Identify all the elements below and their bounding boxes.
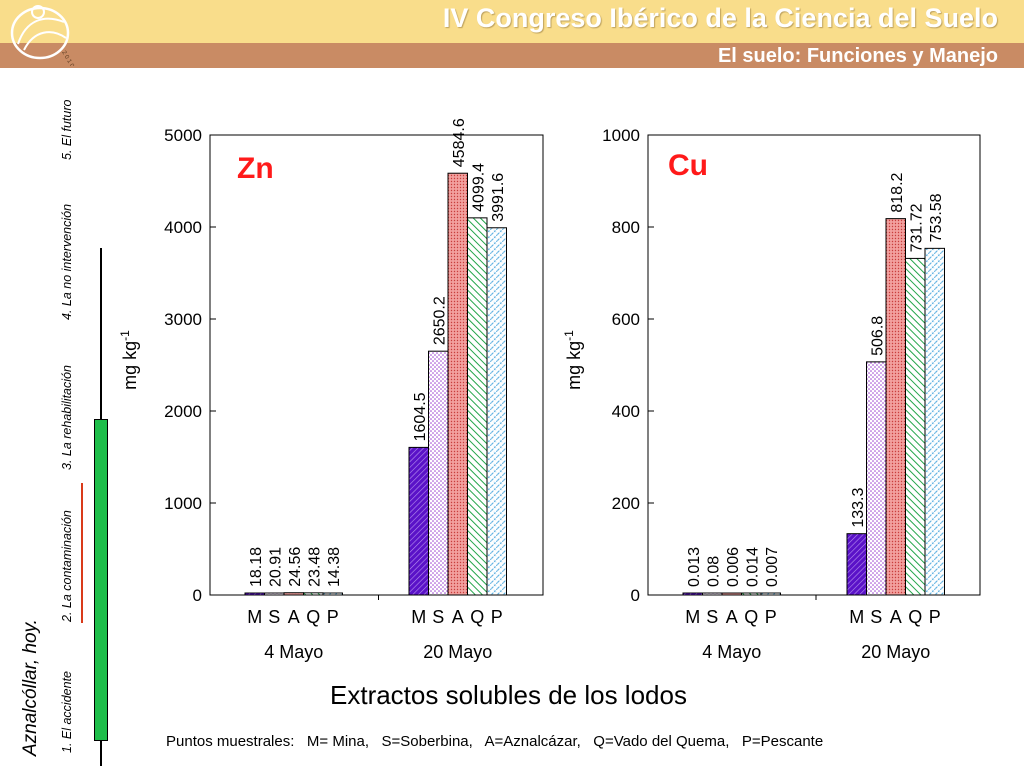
sample-point-label: P: [929, 607, 941, 627]
bar-cu-m-1: [682, 592, 703, 596]
value-label-zn-p-1: 14.38: [326, 547, 343, 587]
value-label-zn-m-1: 18.18: [248, 547, 265, 587]
page-title: IV Congreso Ibérico de la Ciencia del Su…: [442, 3, 998, 33]
bar-cu-q-2: [905, 257, 926, 596]
page-subtitle: El suelo: Funciones y Manejo: [717, 45, 998, 67]
category-label-zn-1: 4 Mayo: [264, 642, 323, 662]
chart-title-cu: Cu: [668, 149, 708, 182]
chart-title-zn: Zn: [237, 152, 274, 185]
y-axis-label: mg kg-1: [562, 330, 584, 390]
nav-current-marker: [81, 483, 83, 623]
header-bottom-band: [0, 43, 1024, 68]
value-label-cu-p-2: 753.58: [928, 193, 945, 242]
plot-frame-zn: [209, 134, 544, 596]
bar-zn-a-1: [283, 592, 304, 596]
nav-progress-indicator: [94, 419, 108, 741]
bar-zn-p-2: [486, 227, 507, 596]
value-label-cu-s-2: 506.8: [869, 316, 886, 356]
ytick-label: 400: [612, 402, 640, 421]
header-top-band: [0, 0, 1024, 43]
bar-cu-p-1: [760, 592, 781, 596]
sample-point-label: Q: [908, 607, 922, 627]
value-label-cu-q-2: 731.72: [908, 203, 925, 252]
value-label-zn-a-1: 24.56: [287, 547, 304, 587]
sample-point-label: A: [890, 607, 902, 627]
ytick-label: 800: [612, 218, 640, 237]
sample-point-label: P: [491, 607, 503, 627]
bar-zn-m-2: [408, 446, 429, 596]
ytick-label: 0: [631, 586, 640, 605]
bar-zn-m-1: [244, 592, 265, 596]
bar-zn-p-1: [322, 592, 343, 596]
bar-cu-a-2: [885, 218, 906, 596]
sample-point-label: Q: [306, 607, 320, 627]
bar-cu-p-2: [924, 247, 945, 596]
value-label-cu-a-2: 818.2: [889, 172, 906, 212]
value-label-cu-m-2: 133.3: [850, 488, 867, 528]
ytick-label: 1000: [602, 126, 640, 145]
ytick-label: 600: [612, 310, 640, 329]
ytick-label: 0: [193, 586, 202, 605]
sample-point-label: A: [452, 607, 464, 627]
sample-point-label: Q: [470, 607, 484, 627]
value-label-zn-q-2: 4099.4: [470, 163, 487, 212]
category-label-cu-1: 4 Mayo: [702, 642, 761, 662]
value-label-zn-q-1: 23.48: [306, 547, 323, 587]
charts-caption: Extractos solubles de los lodos: [330, 680, 687, 710]
value-label-zn-a-2: 4584.6: [451, 118, 468, 167]
plot-frame-cu: [647, 134, 981, 596]
ytick-label: 3000: [164, 310, 202, 329]
ytick-label: 5000: [164, 126, 202, 145]
value-label-cu-p-1: 0.007: [764, 547, 781, 587]
value-label-cu-q-1: 0.014: [744, 547, 761, 587]
sample-point-label: A: [288, 607, 300, 627]
value-label-zn-s-1: 20.91: [267, 547, 284, 587]
sample-point-label: S: [870, 607, 882, 627]
sample-point-label: P: [327, 607, 339, 627]
ytick-label: 200: [612, 494, 640, 513]
sample-point-label: S: [432, 607, 444, 627]
sample-point-label: Q: [744, 607, 758, 627]
congress-logo: 2 0 1 0: [10, 5, 75, 66]
value-label-cu-s-1: 0.08: [705, 556, 722, 587]
chart-zn: 0 1000 2000 3000 4000 5000 mg kg-1 Zn 18.18 20.91…: [118, 118, 544, 662]
ytick-label: 4000: [164, 218, 202, 237]
bar-cu-s-1: [702, 592, 723, 596]
sample-point-label: S: [706, 607, 718, 627]
sample-point-label: S: [268, 607, 280, 627]
sample-point-label: A: [726, 607, 738, 627]
value-label-cu-a-1: 0.006: [725, 547, 742, 587]
bar-zn-s-2: [428, 350, 449, 596]
bar-zn-a-2: [447, 172, 468, 596]
category-label-cu-2: 20 Mayo: [861, 642, 930, 662]
chart-cu: 0 200 400 600 800 1000 mg kg-1 Cu 0.013 0.08 0.006…: [562, 126, 981, 662]
sample-point-label: M: [411, 607, 426, 627]
bar-cu-m-2: [846, 533, 867, 596]
bar-cu-s-2: [866, 361, 887, 596]
ytick-label: 2000: [164, 402, 202, 421]
y-axis-label: mg kg-1: [118, 330, 140, 390]
value-label-zn-s-2: 2650.2: [431, 296, 448, 345]
category-label-zn-2: 20 Mayo: [423, 642, 492, 662]
sample-point-label: M: [849, 607, 864, 627]
sample-point-label: M: [685, 607, 700, 627]
value-label-cu-m-1: 0.013: [686, 547, 703, 587]
sample-point-label: P: [765, 607, 777, 627]
bar-cu-a-1: [721, 592, 742, 596]
bar-zn-q-2: [467, 217, 488, 596]
value-label-zn-m-2: 1604.5: [412, 392, 429, 441]
sample-point-label: M: [247, 607, 262, 627]
value-label-zn-p-2: 3991.6: [490, 173, 507, 222]
ytick-label: 1000: [164, 494, 202, 513]
bar-zn-s-1: [264, 592, 285, 596]
bar-zn-q-1: [303, 592, 324, 596]
bar-cu-q-1: [741, 592, 762, 596]
sample-points-legend: Puntos muestrales: M= Mina, S=Soberbina,…: [166, 733, 824, 750]
